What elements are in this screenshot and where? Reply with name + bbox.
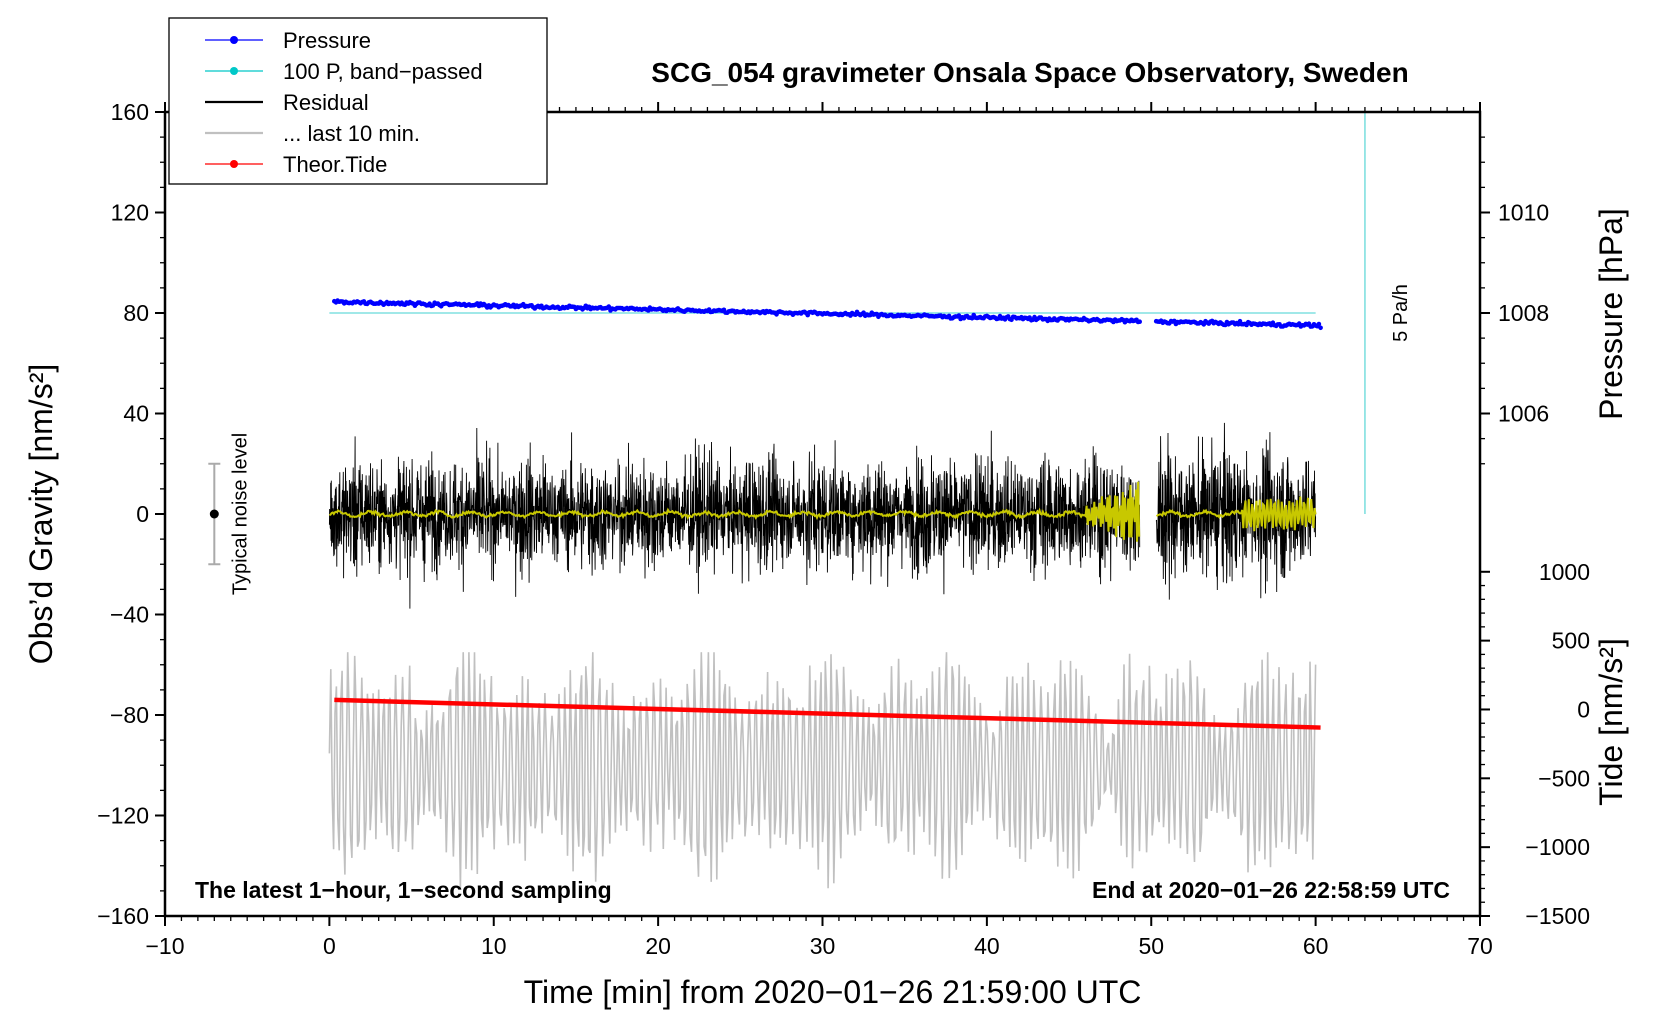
noise-level-bar [208, 462, 221, 566]
x-axis-label: Time [min] from 2020−01−26 21:59:00 UTC [524, 974, 1142, 1010]
y-tick-label: −80 [110, 702, 149, 728]
y-tick-label: 80 [123, 300, 149, 326]
y-tick-label: −160 [97, 903, 149, 929]
labels-layer: Typical noise level 5 Pa/h −10 0 10 20 30 40 50 6… [23, 57, 1629, 1010]
legend-swatch-dot [230, 160, 238, 168]
x-tick-label: −10 [145, 933, 184, 959]
ticks-layer [155, 102, 1490, 926]
legend-label: Theor.Tide [283, 152, 387, 177]
x-tick-label: 70 [1467, 933, 1493, 959]
noise-level-label: Typical noise level [229, 433, 251, 595]
series-pressure [332, 298, 1323, 331]
series-last-10-min-line [328, 652, 1317, 889]
y-tick-label: 0 [136, 501, 149, 527]
y-tick-label: −120 [97, 803, 149, 829]
legend-label: ... last 10 min. [283, 121, 420, 146]
pressure-point [1137, 319, 1142, 325]
series-smoothed-residual-line [329, 481, 1317, 542]
y-tick-label: 40 [123, 401, 149, 427]
rate-bar-label: 5 Pa/h [1390, 284, 1412, 342]
pressure-tick-label: 1010 [1498, 200, 1549, 226]
x-tick-label: 0 [323, 933, 336, 959]
series-theoretical-tide-line [334, 697, 1321, 730]
pressure-point [606, 304, 612, 309]
legend-swatch-dot [230, 67, 238, 75]
x-tick-label: 50 [1138, 933, 1164, 959]
annotation-sampling: The latest 1−hour, 1−second sampling [195, 877, 612, 903]
y-axis-label-pressure: Pressure [hPa] [1593, 208, 1629, 420]
tide-tick-label: 500 [1552, 628, 1590, 654]
legend-label: Residual [283, 90, 369, 115]
x-tick-label: 10 [481, 933, 507, 959]
tide-tick-label: −500 [1538, 765, 1590, 791]
y-axis-label-left: Obs’d Gravity [nm/s²] [23, 364, 59, 665]
pressure-point [1316, 321, 1322, 327]
legend-label: 100 P, band−passed [283, 59, 483, 84]
pressure-point [1318, 325, 1323, 331]
x-tick-label: 60 [1303, 933, 1329, 959]
x-tick-label: 30 [810, 933, 836, 959]
annotation-end-time: End at 2020−01−26 22:58:59 UTC [1092, 877, 1450, 903]
legend-label: Pressure [283, 28, 371, 53]
tide-tick-label: 1000 [1539, 559, 1590, 585]
pressure-tick-label: 1006 [1498, 401, 1549, 427]
y-axis-label-tide: Tide [nm/s²] [1593, 638, 1629, 806]
series-layer [208, 112, 1366, 889]
x-tick-label: 40 [974, 933, 1000, 959]
legend-swatch-dot [230, 36, 238, 44]
tide-tick-label: 0 [1577, 696, 1590, 722]
legend: Pressure 100 P, band−passed Residual ... la… [168, 17, 548, 185]
pressure-tick-label: 1008 [1498, 300, 1549, 326]
noise-bar-center-dot [209, 509, 219, 519]
chart-title: SCG_054 gravimeter Onsala Space Observat… [651, 57, 1408, 88]
y-tick-label: 120 [111, 200, 149, 226]
y-tick-label: 160 [111, 99, 149, 125]
tide-tick-label: −1500 [1525, 903, 1590, 929]
y-tick-label: −40 [110, 602, 149, 628]
x-tick-label: 20 [645, 933, 671, 959]
tide-tick-label: −1000 [1525, 834, 1590, 860]
